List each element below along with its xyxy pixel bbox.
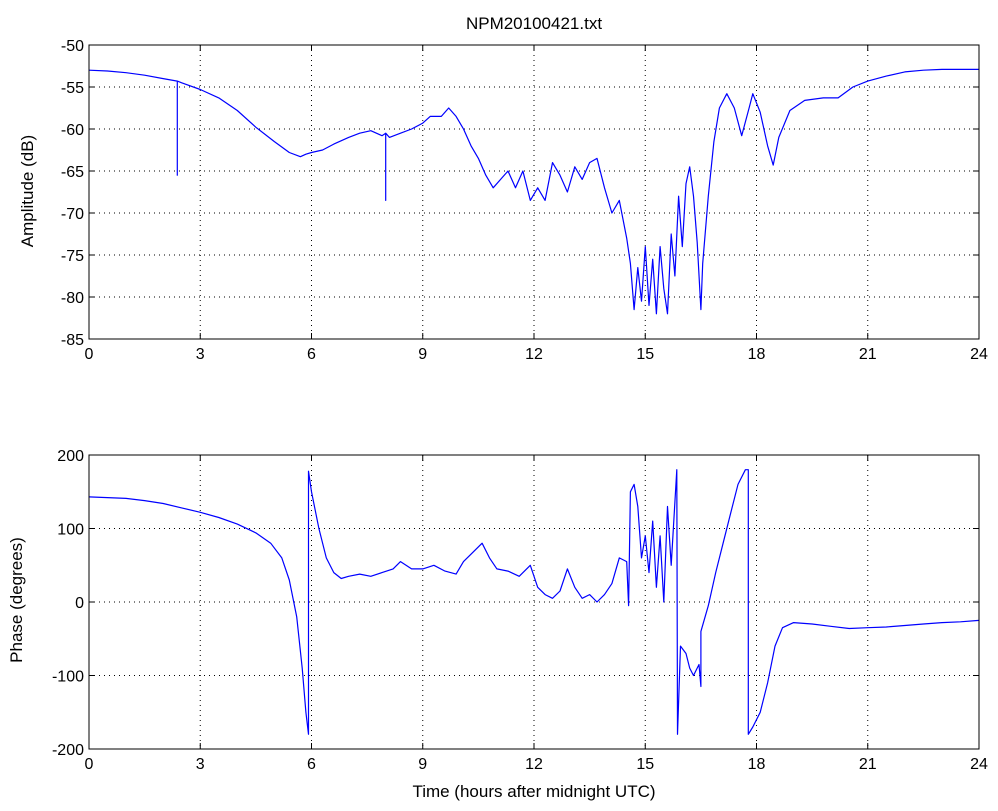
amplitude-y-tick-label: -55 [61,80,84,97]
time-axis-label: Time (hours after midnight UTC) [412,782,655,801]
amplitude-x-tick-label: 3 [196,346,205,363]
phase-x-tick-label: 24 [970,756,988,773]
phase-x-tick-label: 9 [418,756,427,773]
phase-x-tick-label: 6 [307,756,316,773]
phase-x-tick-label: 3 [196,756,205,773]
amplitude-y-tick-label: -85 [61,332,84,349]
amplitude-x-tick-label: 9 [418,346,427,363]
amplitude-y-tick-label: -75 [61,248,84,265]
phase-y-tick-label: 200 [57,448,84,465]
phase-axes: 0 3 6 9 12 15 18 21 24 -200 -100 0 100 200 [52,448,988,773]
phase-x-tick-label: 18 [748,756,766,773]
phase-x-tick-label: 21 [859,756,877,773]
amplitude-x-tick-label: 15 [636,346,654,363]
phase-series-line [88,469,980,735]
amplitude-x-tick-label: 6 [307,346,316,363]
amplitude-x-tick-label: 21 [859,346,877,363]
phase-x-tick-label: 15 [636,756,654,773]
phase-axis-label: Phase (degrees) [7,537,26,663]
amplitude-plot-area [89,45,979,339]
amplitude-x-tick-label: 12 [525,346,543,363]
amplitude-y-tick-label: -60 [61,122,84,139]
phase-x-tick-label: 0 [85,756,94,773]
amplitude-y-tick-label: -65 [61,164,84,181]
chart-title: NPM20100421.txt [466,14,602,33]
phase-y-tick-label: 100 [57,522,84,539]
phase-y-tick-label: -200 [52,742,84,759]
amplitude-x-tick-label: 24 [970,346,988,363]
amplitude-series-line [88,68,979,315]
phase-x-tick-label: 12 [525,756,543,773]
amplitude-y-tick-label: -80 [61,290,84,307]
phase-y-tick-label: -100 [52,669,84,686]
amplitude-y-tick-label: -50 [61,38,84,55]
phase-y-tick-label: 0 [75,595,84,612]
amplitude-axis-label: Amplitude (dB) [18,135,37,247]
amplitude-x-tick-label: 18 [748,346,766,363]
amplitude-x-tick-label: 0 [85,346,94,363]
amplitude-axes: 0 3 6 9 12 15 18 21 24 -85 -80 -75 -70 -65 -60 -55 -50 [61,38,988,363]
amplitude-y-tick-label: -70 [61,206,84,223]
